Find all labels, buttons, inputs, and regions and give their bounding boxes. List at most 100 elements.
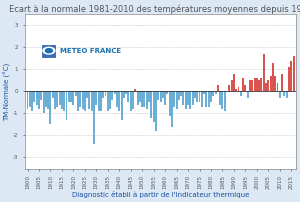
- Bar: [178, 92, 180, 100]
- Bar: [284, 92, 285, 96]
- Bar: [61, 92, 63, 109]
- Bar: [265, 83, 267, 92]
- Bar: [40, 92, 42, 100]
- Bar: [139, 92, 141, 102]
- Bar: [43, 92, 44, 114]
- Bar: [82, 92, 83, 109]
- Bar: [132, 92, 134, 109]
- Bar: [173, 92, 175, 107]
- Bar: [95, 92, 97, 105]
- Bar: [125, 92, 127, 94]
- Bar: [75, 92, 76, 96]
- Bar: [56, 92, 58, 107]
- Bar: [63, 92, 65, 111]
- Bar: [130, 92, 132, 111]
- Bar: [258, 80, 260, 92]
- Bar: [146, 92, 148, 109]
- Bar: [212, 92, 214, 96]
- Bar: [277, 83, 278, 92]
- Bar: [196, 92, 198, 102]
- Bar: [26, 92, 28, 109]
- Bar: [91, 92, 93, 111]
- Bar: [79, 92, 81, 107]
- Bar: [141, 92, 143, 107]
- Bar: [254, 78, 256, 92]
- Bar: [231, 80, 233, 92]
- Bar: [203, 92, 205, 94]
- Bar: [242, 78, 244, 92]
- Bar: [169, 92, 171, 116]
- Title: Ecart à la normale 1981-2010 des températures moyennes depuis 1900: Ecart à la normale 1981-2010 des tempéra…: [9, 4, 300, 14]
- Bar: [199, 92, 200, 102]
- Bar: [201, 92, 203, 107]
- Bar: [84, 92, 86, 111]
- Bar: [52, 92, 54, 98]
- Bar: [219, 92, 221, 105]
- Bar: [77, 92, 79, 111]
- Bar: [224, 92, 226, 111]
- Bar: [267, 80, 269, 92]
- Bar: [208, 92, 210, 107]
- Circle shape: [43, 47, 55, 54]
- Bar: [157, 92, 159, 100]
- Bar: [240, 92, 242, 96]
- Bar: [118, 92, 120, 111]
- Bar: [274, 76, 276, 92]
- Bar: [65, 92, 68, 120]
- Bar: [217, 85, 219, 92]
- Bar: [210, 92, 212, 102]
- Bar: [93, 92, 95, 144]
- Bar: [111, 92, 113, 100]
- X-axis label: Diagnostic établi à partir de l'indicateur thermique: Diagnostic établi à partir de l'indicate…: [72, 191, 249, 198]
- FancyBboxPatch shape: [41, 44, 56, 58]
- Bar: [116, 92, 118, 107]
- Bar: [187, 92, 189, 105]
- Bar: [70, 92, 72, 102]
- Bar: [164, 92, 166, 105]
- Bar: [102, 92, 104, 98]
- Bar: [100, 92, 102, 111]
- Y-axis label: TM-Normale (°C): TM-Normale (°C): [4, 62, 11, 121]
- Bar: [288, 67, 290, 92]
- Bar: [50, 92, 51, 124]
- Bar: [233, 74, 235, 92]
- Bar: [33, 92, 35, 102]
- Bar: [214, 92, 217, 94]
- Bar: [29, 92, 31, 107]
- Bar: [180, 92, 182, 96]
- Bar: [270, 76, 272, 92]
- Bar: [192, 92, 194, 105]
- Bar: [167, 92, 168, 94]
- Bar: [31, 92, 33, 111]
- Bar: [194, 92, 196, 98]
- Bar: [249, 80, 251, 92]
- Bar: [114, 92, 116, 94]
- Bar: [260, 78, 262, 92]
- Bar: [121, 92, 122, 120]
- Bar: [279, 92, 281, 98]
- Bar: [36, 92, 38, 105]
- Bar: [247, 92, 249, 98]
- Bar: [272, 63, 274, 92]
- Bar: [256, 78, 258, 92]
- Bar: [72, 92, 74, 105]
- Bar: [221, 92, 224, 109]
- Bar: [136, 92, 139, 105]
- Bar: [123, 92, 125, 98]
- Bar: [54, 92, 56, 109]
- Bar: [107, 92, 109, 111]
- Bar: [281, 74, 283, 92]
- Bar: [148, 92, 150, 102]
- Bar: [286, 92, 288, 98]
- Bar: [160, 92, 161, 102]
- Bar: [86, 92, 88, 98]
- Bar: [189, 92, 191, 109]
- Bar: [45, 92, 47, 107]
- Bar: [128, 92, 129, 102]
- Bar: [182, 92, 184, 105]
- Bar: [47, 92, 49, 109]
- Bar: [176, 92, 178, 109]
- Bar: [68, 92, 70, 102]
- Bar: [153, 92, 154, 122]
- Bar: [292, 56, 295, 92]
